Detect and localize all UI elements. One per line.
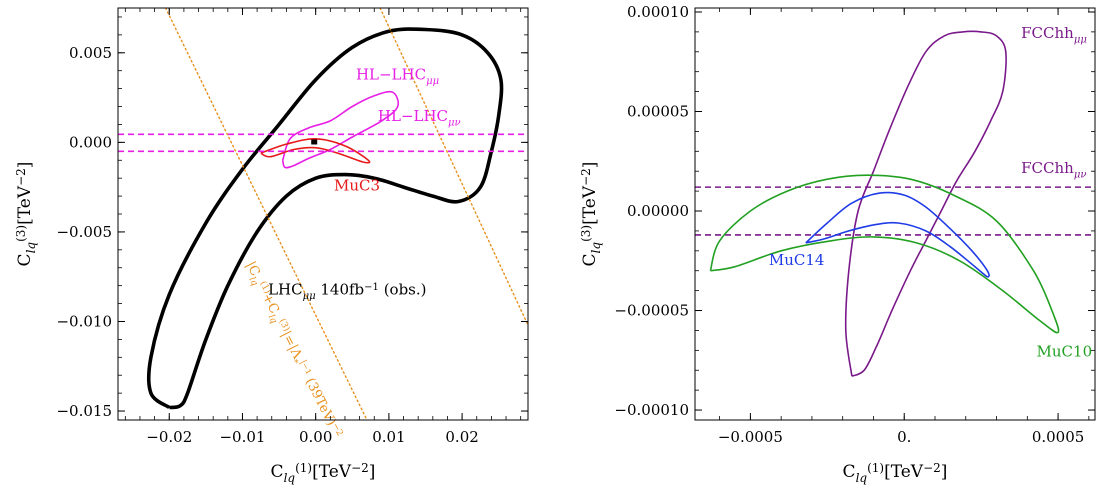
label-unit-end: ] [580,162,600,169]
label-text: FCChh [1021,159,1074,177]
label-sub: lq [284,471,296,485]
label-sub: μν [1074,170,1087,181]
y-tick-label: 0.000 [69,133,112,151]
y-tick-label: 0.005 [69,44,112,62]
y-tick-label: −0.010 [56,312,112,330]
series-muc14-label: MuC14 [769,251,825,269]
label-tail-sup: −1 [364,282,379,293]
label-end-sup: | [298,359,308,366]
plot-area [695,30,1095,377]
x-tick-label: 0.00 [299,428,332,446]
series-fcchh [844,30,1007,377]
label-sub: μμ [303,291,316,302]
x-tick-label: 0.02 [445,428,478,446]
label-unit-end: ] [941,462,948,482]
plot-frame [694,7,1096,421]
label-sub: lq [856,471,868,485]
label-unit: [TeV [884,462,924,482]
label-unit: [TeV [312,462,352,482]
x-tick-label: 0.01 [372,428,405,446]
label-end-sub: * [289,358,300,367]
label-sup: (1) [257,279,273,295]
label-unit-sup: −2 [579,168,593,186]
series-lhc-140fb-obs [146,27,504,410]
y-axis-label: Clq(3)[TeV−2] [14,162,38,267]
series-hl-lhc [281,90,400,169]
series-orange-dotted-bound-line-0 [164,8,368,420]
series-hl-lhc-label: HL−LHCμμ [356,66,439,88]
label-text: HL−LHC [356,66,426,84]
x-tick-label: −0.02 [146,428,192,446]
label-sup: (3) [14,225,28,242]
label-sup: (3) [579,225,593,242]
label-text: C [580,253,600,266]
label-text: C [271,462,284,482]
y-axis-label: Clq(3)[TeV−2] [579,162,603,267]
y-tick-label: 0.00005 [627,102,689,120]
label-unit-end: ] [15,162,35,169]
label-text: |C [243,259,263,279]
center-point [311,139,318,145]
series-orange-dotted-bound-line-1 [379,8,528,326]
y-tick-label: 0.00010 [627,3,689,21]
label-text: LHC [268,281,303,299]
series-muc10 [709,174,1060,334]
label-sub: lq [24,242,38,254]
label-unit-sup: −2 [351,461,369,475]
label-end: (obs.) [379,281,427,299]
series-muc10-label: MuC10 [1037,342,1093,360]
label-sub: lq [589,242,603,254]
series-muc3 [260,137,371,164]
series-fcchh-label: FCChhμν [1021,159,1086,181]
label-sup: (1) [295,461,312,475]
label-text: MuC3 [334,177,380,195]
plot-area [118,8,528,420]
label-text: C [15,253,35,266]
chart-panel-left: LHCμμ 140fb−1 (obs.)HL−LHCμμMuC3HL−LHCμν… [14,7,529,485]
label-tail: 140fb [316,281,365,299]
y-tick-label: −0.00005 [614,302,689,320]
label-text: C [843,462,856,482]
y-tick-label: 0.00000 [627,202,689,220]
series-fcchh-label: FCChhμμ [1021,24,1087,46]
label-text: FCChh [1021,24,1074,42]
x-tick-label: 0.0005 [1032,428,1085,446]
y-tick-label: −0.015 [56,402,112,420]
label-unit-end: ] [369,462,376,482]
x-axis-label: Clq(1)[TeV−2] [843,461,948,485]
label-text: MuC10 [1037,342,1093,360]
label-unit-sup: −2 [923,461,941,475]
label-unit: [TeV [580,185,600,225]
x-tick-label: −0.01 [219,428,265,446]
label-unit-sup: −2 [14,168,28,186]
x-tick-label: 0. [897,428,911,446]
label-sup: (1) [867,461,884,475]
series-muc3-label: MuC3 [334,177,380,195]
series-muc14 [805,191,990,278]
x-tick-label: −0.0005 [718,428,783,446]
label-tail-sup: (3) [277,317,293,333]
y-tick-label: −0.005 [56,223,112,241]
label-text: HL−LHC [378,107,448,125]
label-sub: μμ [1074,34,1087,45]
label-unit: [TeV [15,185,35,225]
label-sub: μμ [426,76,439,87]
x-axis-label: Clq(1)[TeV−2] [271,461,376,485]
label-sub: μν [448,117,461,128]
label-end: |=|Λ [278,329,305,362]
label-text: MuC14 [769,251,825,269]
series-lhc-140fb-obs-label: LHCμμ 140fb−1 (obs.) [268,281,426,303]
series-hl-lhc-label: HL−LHCμν [378,107,461,129]
y-tick-label: −0.00010 [614,401,689,419]
